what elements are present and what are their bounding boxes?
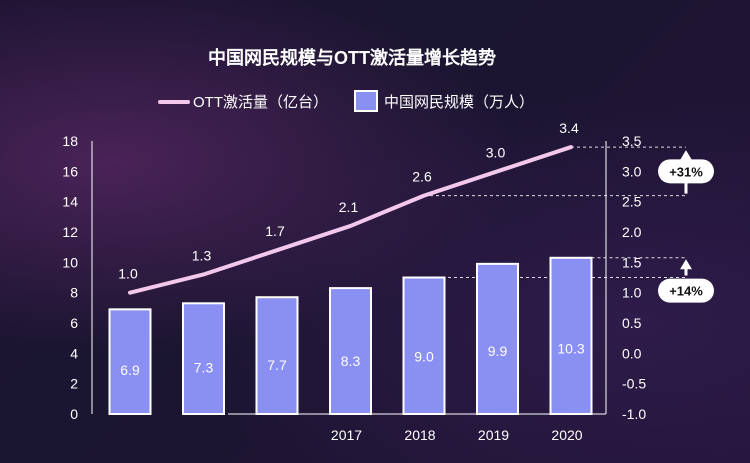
- growth-arrow-head: [680, 150, 692, 161]
- line-value-label: 1.3: [192, 247, 212, 263]
- left-tick-label: 10: [62, 254, 78, 270]
- x-tick-label: 2020: [551, 427, 582, 443]
- line-value-label: 3.4: [559, 120, 579, 136]
- right-tick-label: -1.0: [622, 406, 646, 422]
- bar: [255, 296, 299, 416]
- right-tick-label: 1.0: [622, 285, 642, 301]
- bar: [476, 262, 519, 415]
- bar-value-label: 9.9: [488, 343, 508, 359]
- right-axis-ticks: -1.0 -0.5 0.0 0.5 1.0 1.5 2.0 2.5 3.0 3.5: [622, 133, 646, 422]
- line-value-label: 1.7: [265, 223, 285, 239]
- chart-title: 中国网民规模与OTT激活量增长趋势: [208, 47, 496, 68]
- reference-lines: [424, 146, 686, 278]
- legend-bar-swatch: [354, 90, 378, 112]
- right-tick-label: 3.5: [622, 133, 642, 149]
- line-value-label: 1.0: [118, 266, 138, 282]
- left-tick-label: 18: [62, 133, 78, 149]
- x-tick-label: 2018: [404, 427, 435, 443]
- growth-pill: [658, 278, 714, 303]
- growth-annotations: +31% +14%: [658, 150, 714, 303]
- growth-pill: [658, 159, 714, 184]
- legend-bar-label: 中国网民规模（万人）: [384, 94, 534, 111]
- line-series: [128, 145, 573, 295]
- right-tick-label: 1.5: [622, 254, 642, 270]
- x-axis-ticks: 2017 2018 2019 2020: [331, 427, 583, 443]
- bar-value-label: 9.0: [414, 349, 434, 365]
- x-tick-label: 2019: [478, 427, 509, 443]
- left-tick-label: 12: [62, 224, 78, 240]
- bar-value-label: 8.3: [341, 353, 361, 369]
- bar-labels: 6.9 7.3 7.7 8.3 9.0 9.9 10.3: [120, 340, 585, 378]
- right-tick-label: -0.5: [622, 376, 646, 392]
- left-tick-label: 6: [70, 315, 78, 331]
- bar: [402, 276, 446, 415]
- ott-line: [128, 145, 573, 295]
- bar-value-label: 10.3: [557, 340, 584, 356]
- line-value-label: 2.1: [339, 199, 359, 215]
- bar-value-label: 7.3: [194, 359, 214, 375]
- bar-value-label: 7.7: [267, 357, 287, 373]
- bar: [329, 287, 372, 415]
- bar: [549, 256, 593, 415]
- bar: [182, 302, 225, 415]
- right-tick-label: 2.5: [622, 194, 642, 210]
- growth-pill-label: +31%: [669, 164, 703, 179]
- legend-line-label: OTT激活量（亿台）: [193, 94, 328, 111]
- left-tick-label: 2: [70, 376, 78, 392]
- right-tick-label: 3.0: [622, 163, 642, 179]
- right-tick-label: 0.0: [622, 345, 642, 361]
- bar: [108, 308, 152, 416]
- x-tick-label: 2017: [331, 427, 362, 443]
- growth-pill-label: +14%: [669, 284, 703, 299]
- bar-value-label: 6.9: [120, 362, 140, 378]
- line-value-label: 3.0: [486, 144, 506, 160]
- line-value-label: 2.6: [412, 169, 432, 185]
- right-tick-label: 2.0: [622, 224, 642, 240]
- left-tick-label: 4: [70, 345, 78, 361]
- right-tick-label: 0.5: [622, 315, 642, 331]
- left-tick-label: 16: [62, 163, 78, 179]
- growth-arrow-head: [680, 259, 692, 270]
- left-axis-ticks: 0 2 4 6 8 10 12 14 16 18: [62, 133, 78, 422]
- legend: OTT激活量（亿台） 中国网民规模（万人）: [158, 90, 534, 112]
- line-labels: 1.0 1.3 1.7 2.1 2.6 3.0 3.4: [118, 120, 579, 282]
- bars: [108, 256, 593, 416]
- left-tick-label: 14: [62, 194, 78, 210]
- left-tick-label: 8: [70, 285, 78, 301]
- left-tick-label: 0: [70, 406, 78, 422]
